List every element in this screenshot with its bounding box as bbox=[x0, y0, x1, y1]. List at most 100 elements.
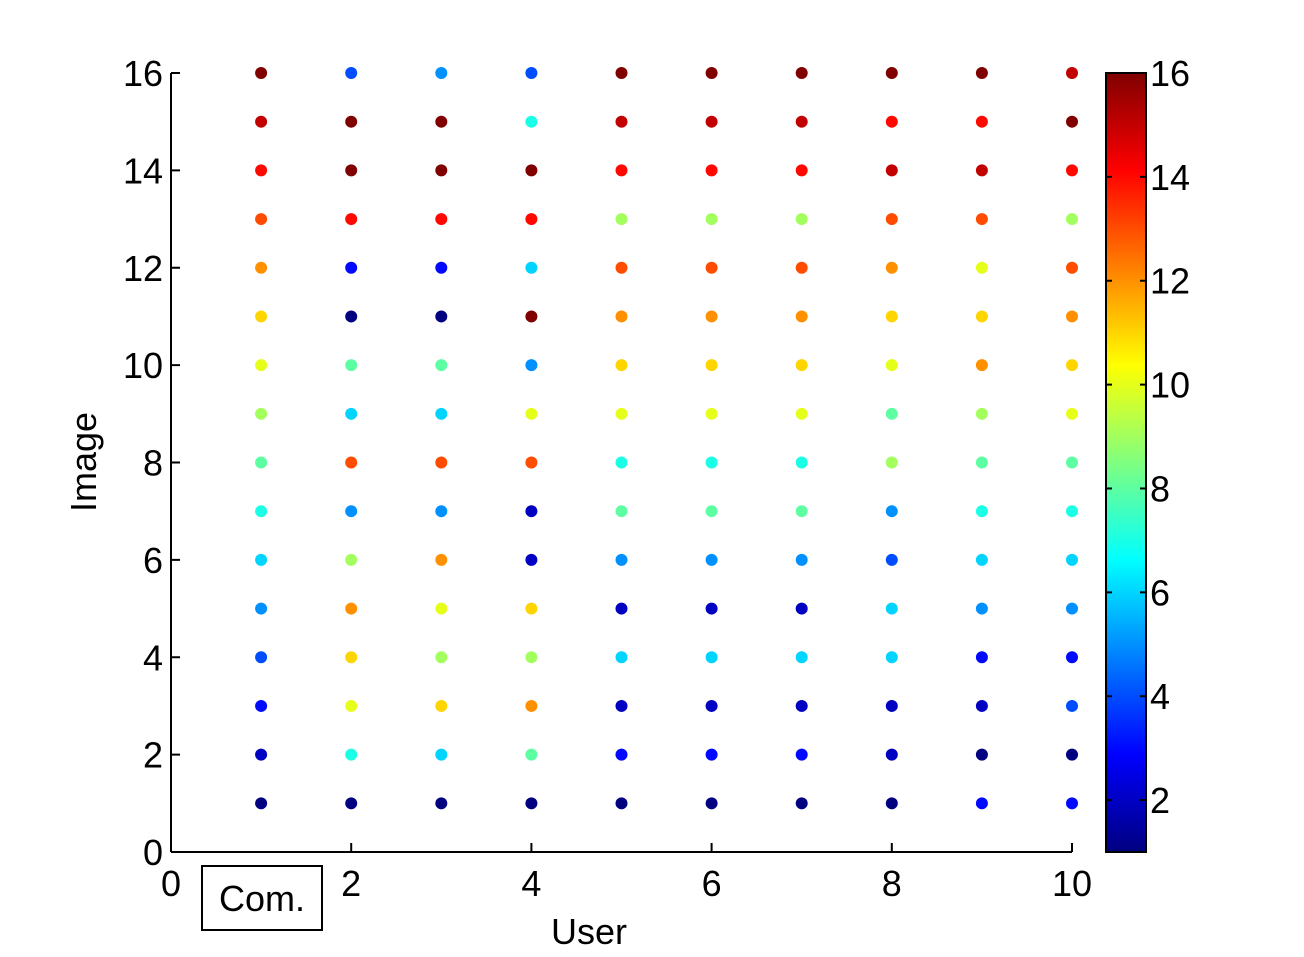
data-point-user-7-image-4 bbox=[795, 651, 808, 664]
data-point-user-6-image-3 bbox=[705, 699, 718, 712]
data-point-user-9-image-4 bbox=[975, 651, 988, 664]
data-point-user-7-image-1 bbox=[795, 797, 808, 810]
data-point-user-1-image-5 bbox=[255, 602, 268, 615]
data-point-user-4-image-5 bbox=[525, 602, 538, 615]
data-point-user-5-image-15 bbox=[615, 115, 628, 128]
data-point-user-7-image-16 bbox=[795, 67, 808, 79]
data-point-user-3-image-2 bbox=[435, 748, 448, 761]
data-point-user-9-image-1 bbox=[975, 797, 988, 810]
data-point-user-8-image-12 bbox=[885, 261, 898, 274]
data-point-user-10-image-6 bbox=[1066, 553, 1078, 566]
data-point-user-6-image-16 bbox=[705, 67, 718, 79]
legend-label: Com. bbox=[219, 878, 305, 919]
data-point-user-7-image-2 bbox=[795, 748, 808, 761]
colorbar-tick-label: 6 bbox=[1150, 572, 1170, 613]
data-point-user-5-image-16 bbox=[615, 67, 628, 79]
data-point-user-4-image-2 bbox=[525, 748, 538, 761]
data-point-user-6-image-4 bbox=[705, 651, 718, 664]
data-point-user-1-image-13 bbox=[255, 213, 268, 226]
y-tick-label: 14 bbox=[123, 150, 163, 191]
data-point-user-5-image-12 bbox=[615, 261, 628, 274]
data-point-user-6-image-10 bbox=[705, 359, 718, 372]
data-point-user-8-image-9 bbox=[885, 407, 898, 420]
data-point-user-10-image-12 bbox=[1066, 261, 1078, 274]
data-point-user-5-image-3 bbox=[615, 699, 628, 712]
data-point-user-7-image-15 bbox=[795, 115, 808, 128]
data-point-user-1-image-15 bbox=[255, 115, 268, 128]
data-point-user-10-image-7 bbox=[1066, 505, 1078, 518]
colorbar-tick-label: 14 bbox=[1150, 157, 1190, 198]
x-tick-label: 2 bbox=[341, 863, 361, 904]
data-point-user-7-image-13 bbox=[795, 213, 808, 226]
colorbar-tick-label: 10 bbox=[1150, 365, 1190, 406]
data-point-user-6-image-9 bbox=[705, 407, 718, 420]
data-point-user-3-image-1 bbox=[435, 797, 448, 810]
legend-frame bbox=[201, 865, 323, 931]
data-point-user-5-image-8 bbox=[615, 456, 628, 469]
data-point-user-6-image-15 bbox=[705, 115, 718, 128]
y-tick-label: 10 bbox=[123, 345, 163, 386]
data-point-user-9-image-3 bbox=[975, 699, 988, 712]
data-point-user-4-image-13 bbox=[525, 213, 538, 226]
y-tick-label: 12 bbox=[123, 248, 163, 289]
data-point-user-4-image-15 bbox=[525, 115, 538, 128]
data-point-user-3-image-5 bbox=[435, 602, 448, 615]
data-point-user-8-image-13 bbox=[885, 213, 898, 226]
data-point-user-10-image-13 bbox=[1066, 213, 1078, 226]
data-point-user-3-image-6 bbox=[435, 553, 448, 566]
data-point-user-1-image-10 bbox=[255, 359, 268, 372]
colorbar-tick-label: 16 bbox=[1150, 53, 1190, 94]
x-tick-label: 6 bbox=[702, 863, 722, 904]
data-point-user-4-image-11 bbox=[525, 310, 538, 323]
data-point-user-8-image-5 bbox=[885, 602, 898, 615]
x-tick-label: 0 bbox=[161, 863, 181, 904]
data-point-user-1-image-3 bbox=[255, 699, 268, 712]
data-point-user-10-image-9 bbox=[1066, 407, 1078, 420]
data-point-user-7-image-14 bbox=[795, 164, 808, 177]
data-point-user-10-image-11 bbox=[1066, 310, 1078, 323]
data-point-user-4-image-9 bbox=[525, 407, 538, 420]
data-point-user-10-image-1 bbox=[1066, 797, 1078, 810]
data-point-user-10-image-14 bbox=[1066, 164, 1078, 177]
data-point-user-8-image-7 bbox=[885, 505, 898, 518]
data-point-user-10-image-4 bbox=[1066, 651, 1078, 664]
data-point-user-2-image-13 bbox=[345, 213, 358, 226]
data-point-user-9-image-12 bbox=[975, 261, 988, 274]
data-point-user-9-image-15 bbox=[975, 115, 988, 128]
data-point-user-3-image-10 bbox=[435, 359, 448, 372]
data-point-user-10-image-5 bbox=[1066, 602, 1078, 615]
data-point-user-1-image-8 bbox=[255, 456, 268, 469]
data-point-user-8-image-10 bbox=[885, 359, 898, 372]
data-point-user-1-image-16 bbox=[255, 67, 268, 79]
data-point-user-1-image-11 bbox=[255, 310, 268, 323]
data-point-user-10-image-8 bbox=[1066, 456, 1078, 469]
data-point-user-3-image-8 bbox=[435, 456, 448, 469]
data-point-user-9-image-11 bbox=[975, 310, 988, 323]
data-point-user-5-image-2 bbox=[615, 748, 628, 761]
y-tick-label: 8 bbox=[143, 443, 163, 484]
data-point-user-8-image-8 bbox=[885, 456, 898, 469]
data-point-user-2-image-16 bbox=[345, 67, 358, 79]
x-axis-label: User bbox=[551, 911, 627, 952]
data-point-user-3-image-16 bbox=[435, 67, 448, 79]
data-point-user-6-image-7 bbox=[705, 505, 718, 518]
data-point-user-4-image-10 bbox=[525, 359, 538, 372]
data-point-user-4-image-4 bbox=[525, 651, 538, 664]
data-point-user-7-image-10 bbox=[795, 359, 808, 372]
data-point-user-9-image-14 bbox=[975, 164, 988, 177]
data-point-user-2-image-8 bbox=[345, 456, 358, 469]
data-point-user-9-image-10 bbox=[975, 359, 988, 372]
x-tick-label: 8 bbox=[882, 863, 902, 904]
data-point-user-9-image-7 bbox=[975, 505, 988, 518]
colorbar-tick-label: 12 bbox=[1150, 261, 1190, 302]
data-point-user-6-image-11 bbox=[705, 310, 718, 323]
data-point-user-5-image-11 bbox=[615, 310, 628, 323]
data-point-user-7-image-7 bbox=[795, 505, 808, 518]
data-point-user-4-image-1 bbox=[525, 797, 538, 810]
data-point-user-4-image-16 bbox=[525, 67, 538, 79]
data-point-user-6-image-12 bbox=[705, 261, 718, 274]
y-ticks: 0 2 4 6 8 10 12 14 16 bbox=[123, 53, 180, 873]
data-point-user-6-image-13 bbox=[705, 213, 718, 226]
data-point-user-4-image-7 bbox=[525, 505, 538, 518]
